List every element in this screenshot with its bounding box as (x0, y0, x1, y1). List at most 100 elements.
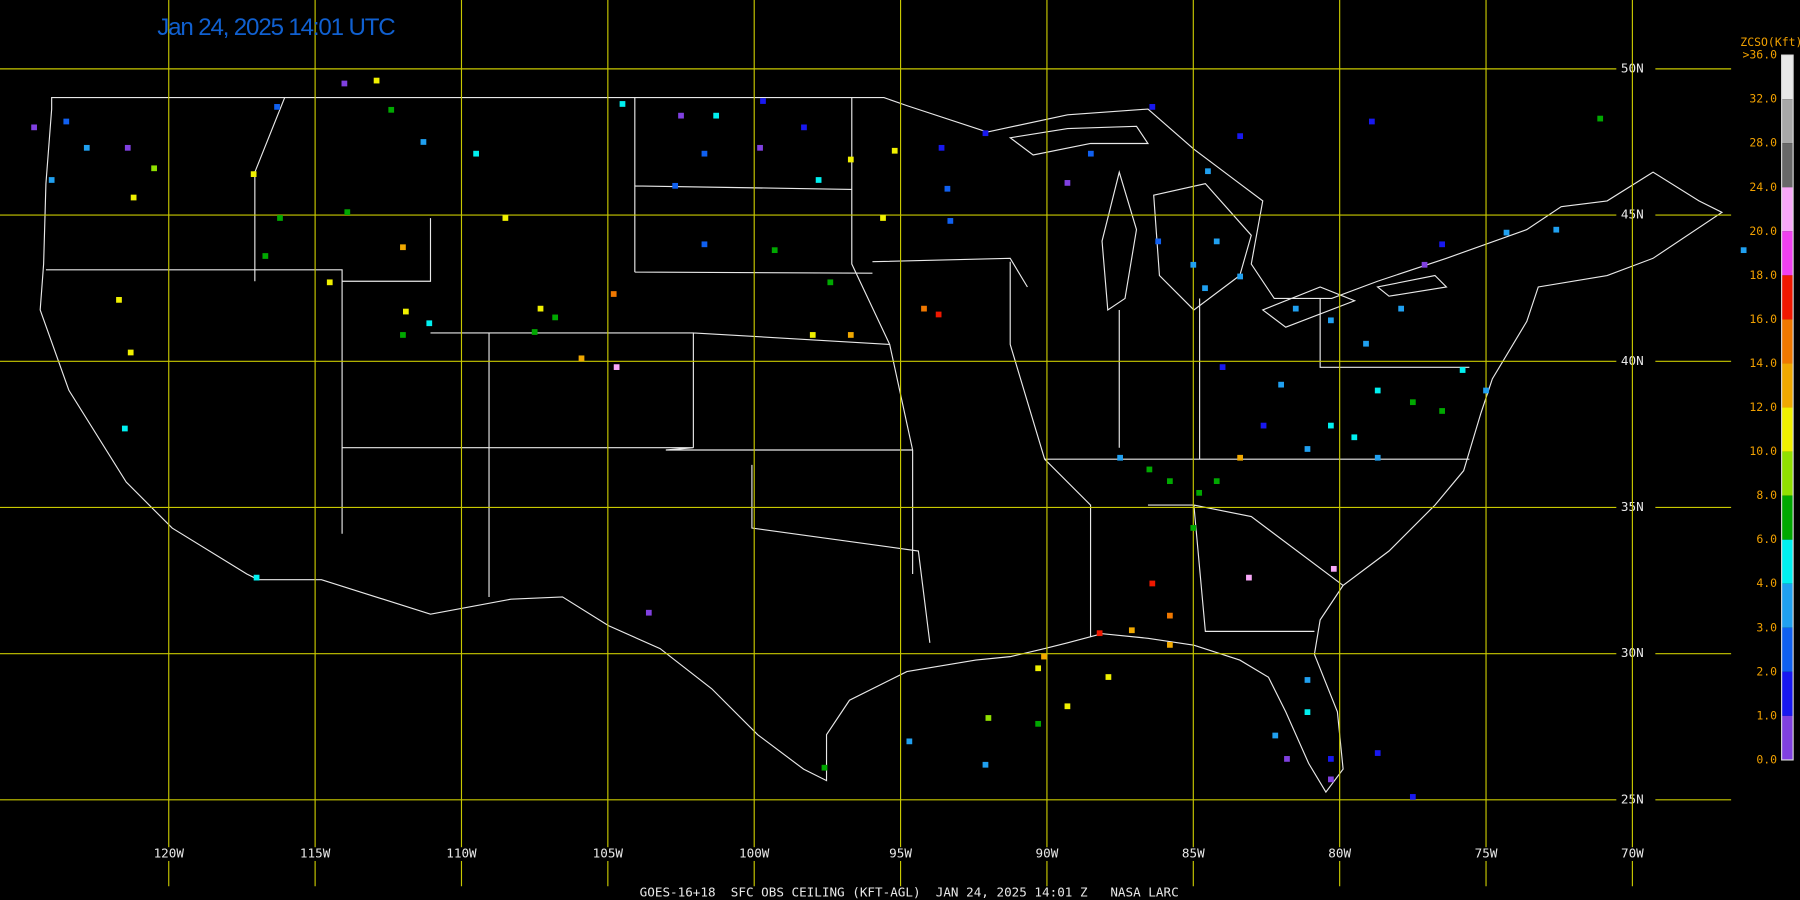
station (552, 314, 559, 321)
station (1096, 630, 1103, 637)
legend-label: 2.0 (1756, 664, 1777, 678)
label-bg (294, 847, 336, 861)
station (1196, 489, 1203, 496)
station (1304, 709, 1311, 715)
station (938, 144, 945, 151)
station (944, 185, 951, 192)
station (1190, 261, 1197, 268)
station (1167, 478, 1173, 485)
station (757, 144, 763, 151)
legend-label: 12.0 (1749, 400, 1777, 414)
station (1439, 241, 1445, 248)
label-bg (879, 847, 922, 861)
station (672, 182, 679, 189)
station (373, 77, 380, 84)
station (1409, 794, 1416, 800)
legend: ZCSO(Kft) >36.0 32.0 28.0 24.0 20.0 18.0 16.0 1… (1740, 35, 1800, 766)
legend-swatch (1781, 231, 1794, 276)
station (277, 215, 283, 221)
station (426, 320, 433, 327)
station (701, 150, 708, 157)
station (1351, 434, 1358, 441)
legend-swatch (1781, 319, 1794, 364)
station (1503, 229, 1510, 236)
station (578, 355, 585, 362)
station (982, 761, 989, 768)
label-bg (440, 847, 483, 861)
label-bg (1616, 354, 1656, 369)
station (1328, 422, 1334, 429)
station (1167, 612, 1173, 619)
label-bg (1026, 847, 1068, 861)
station (250, 171, 257, 178)
longitude-label: 105W (593, 846, 624, 861)
station (1149, 104, 1156, 110)
legend-swatch (1781, 187, 1794, 232)
station (610, 291, 617, 297)
legend-swatch (1781, 363, 1794, 408)
station (1363, 340, 1369, 347)
legend-label: 24.0 (1749, 180, 1777, 194)
station (502, 215, 509, 221)
label-bg (1616, 500, 1656, 515)
stations (31, 77, 1747, 800)
station (613, 364, 620, 370)
longitude-label: 80W (1328, 846, 1351, 861)
station (1483, 387, 1489, 394)
station (1272, 732, 1279, 739)
longitude-label: 90W (1036, 846, 1059, 861)
station (1740, 247, 1747, 254)
station (1374, 387, 1381, 394)
station (1328, 776, 1334, 783)
legend-swatch (1781, 55, 1794, 100)
station (1219, 364, 1226, 370)
station (473, 150, 479, 157)
longitude-label: 110W (446, 846, 477, 861)
station (1237, 454, 1244, 461)
legend-swatch (1781, 99, 1794, 144)
station (1237, 133, 1244, 139)
label-bg (1616, 208, 1656, 222)
label-bg (1172, 847, 1214, 861)
legend-label: 0.0 (1756, 752, 1777, 766)
footer: GOES-16+18 SFC OBS CEILING (KFT-AGL) JAN… (640, 885, 1179, 900)
station (531, 329, 538, 335)
station (1190, 525, 1197, 531)
legend-frame (1781, 54, 1794, 761)
station (1202, 285, 1208, 292)
station (1064, 703, 1071, 710)
label-bg (148, 847, 190, 861)
station (1149, 580, 1156, 587)
station (1553, 226, 1560, 233)
station (1284, 756, 1290, 762)
station (678, 112, 684, 119)
station (116, 296, 122, 303)
legend-swatch (1781, 143, 1794, 188)
legend-swatch (1781, 583, 1794, 628)
us-outline (39, 97, 1724, 794)
legend-label: 3.0 (1756, 620, 1777, 634)
label-bg (1616, 61, 1656, 76)
station (1304, 446, 1311, 452)
station (1330, 565, 1337, 572)
station (1409, 399, 1416, 406)
station (1237, 273, 1244, 280)
station (1105, 674, 1112, 680)
station (400, 244, 406, 251)
station (1260, 422, 1267, 429)
station (63, 118, 70, 125)
station (771, 247, 778, 254)
station (1213, 478, 1220, 485)
legend-swatch (1781, 495, 1794, 540)
station (713, 112, 720, 119)
station (921, 305, 927, 312)
station (847, 332, 854, 338)
station (537, 305, 544, 312)
station (1041, 653, 1047, 660)
station (1398, 305, 1405, 312)
station (1064, 180, 1071, 186)
station (1439, 408, 1445, 414)
station (127, 349, 134, 356)
station (701, 241, 708, 248)
